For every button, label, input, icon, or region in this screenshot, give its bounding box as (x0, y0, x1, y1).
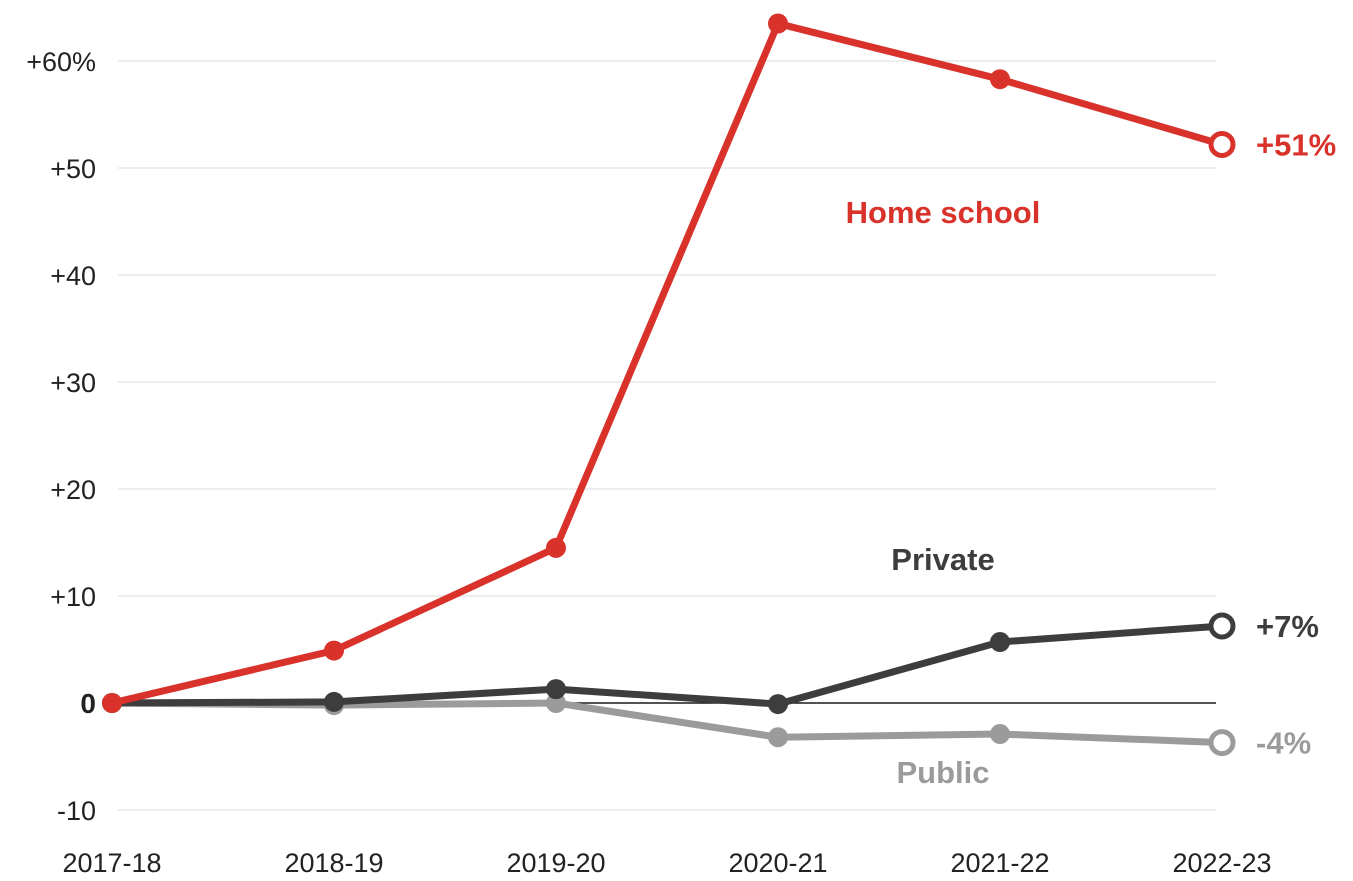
x-tick-label: 2017-18 (62, 848, 161, 878)
x-tick-label: 2022-23 (1172, 848, 1271, 878)
x-tick-label: 2019-20 (506, 848, 605, 878)
data-point-home-school (546, 537, 566, 558)
data-point-home-school (768, 13, 788, 34)
y-tick-label: +20 (50, 475, 96, 505)
data-point-private-end (1208, 612, 1236, 640)
data-point-private (546, 679, 566, 700)
data-point-home-school (990, 69, 1010, 90)
y-tick-label: +30 (50, 368, 96, 398)
x-tick-label: 2021-22 (950, 848, 1049, 878)
data-point-public (546, 693, 566, 713)
data-point-public (990, 724, 1010, 745)
data-point-home-school (102, 693, 122, 713)
y-axis-ticks: -10 0 +10 +20 +30 +40 +50 +60% (26, 47, 96, 826)
x-tick-label: 2020-21 (728, 848, 827, 878)
series-label-public: Public (896, 755, 989, 790)
end-label-home-school: +51% (1256, 127, 1336, 162)
x-axis-ticks: 2017-18 2018-19 2019-20 2020-21 2021-22 2022-… (62, 848, 1271, 878)
data-point-private (990, 632, 1010, 653)
data-point-home-school-end (1208, 130, 1236, 158)
end-label-public: -4% (1256, 726, 1311, 761)
data-point-public (768, 727, 788, 748)
series-group: -4% +7% +51% (102, 13, 1336, 761)
end-label-private: +7% (1256, 609, 1319, 644)
series-label-home-school: Home school (846, 195, 1041, 230)
y-tick-label: -10 (57, 796, 96, 826)
data-point-public-end (1208, 729, 1236, 757)
data-point-private (768, 694, 788, 715)
data-point-home-school (324, 640, 344, 661)
y-tick-label: +10 (50, 582, 96, 612)
data-point-private (324, 691, 344, 712)
y-tick-label: +40 (50, 261, 96, 291)
x-tick-label: 2018-19 (284, 848, 383, 878)
y-tick-label: 0 (80, 688, 96, 719)
series-line-private (108, 622, 1226, 708)
series-line-home-school (108, 20, 1226, 707)
y-tick-label: +60% (26, 47, 96, 77)
series-line-public (108, 699, 1226, 747)
y-tick-label: +50 (50, 154, 96, 184)
series-labels: Home school Private Public (846, 195, 1041, 790)
series-label-private: Private (891, 542, 994, 577)
